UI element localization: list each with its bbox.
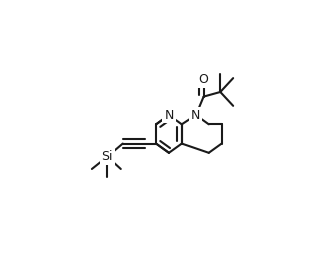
Text: Si: Si: [101, 150, 113, 163]
Text: O: O: [199, 73, 209, 86]
Text: N: N: [164, 109, 174, 122]
Text: N: N: [191, 109, 201, 122]
